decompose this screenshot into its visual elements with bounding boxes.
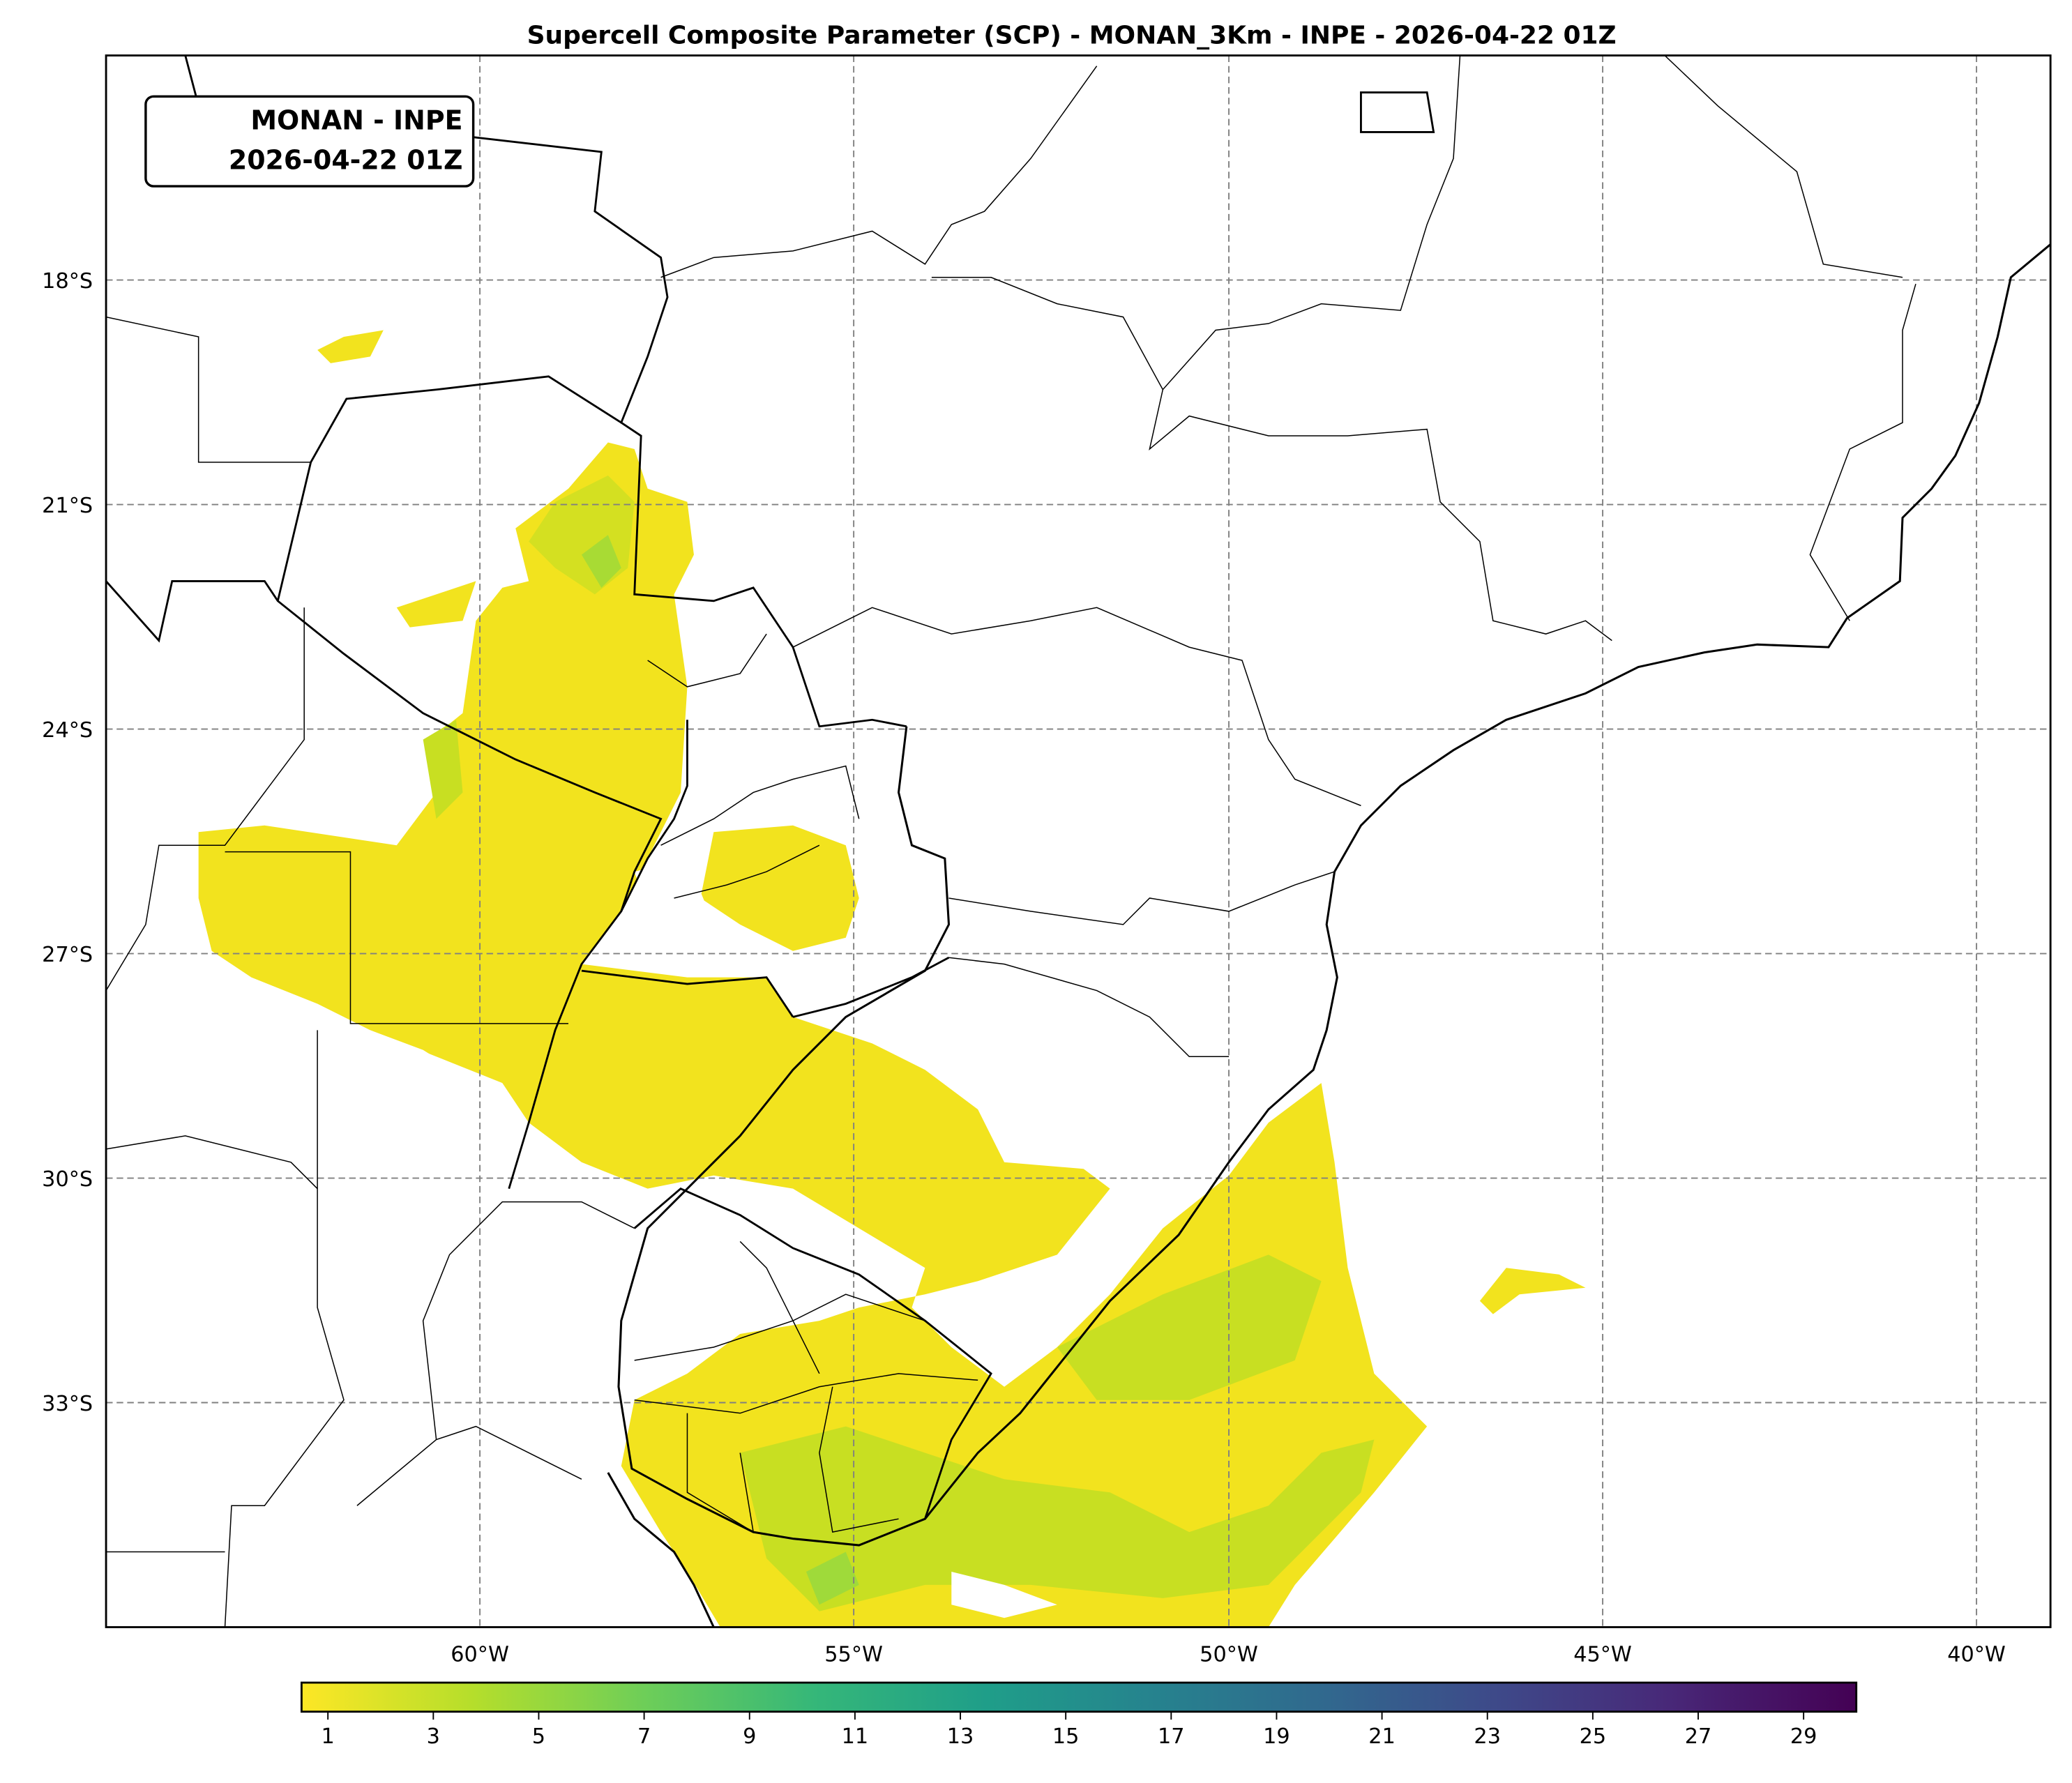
colorbar-tick-label: 11 xyxy=(842,1724,869,1749)
latitude-labels: 18°S 21°S 24°S 27°S 30°S 33°S xyxy=(42,269,93,1416)
coastline xyxy=(617,243,2051,1547)
coastline-argentina xyxy=(607,1472,715,1628)
chart-title: Supercell Composite Parameter (SCP) - MO… xyxy=(527,22,1617,50)
colorbar-tick-label: 19 xyxy=(1263,1724,1290,1749)
lat-label: 24°S xyxy=(42,718,93,743)
colorbar-tick-label: 3 xyxy=(427,1724,440,1749)
gridlines xyxy=(106,55,2051,1628)
longitude-labels: 60°W 55°W 50°W 45°W 40°W xyxy=(451,1643,2006,1667)
colorbar-tick-label: 9 xyxy=(743,1724,756,1749)
lon-label: 40°W xyxy=(1947,1643,2006,1667)
colorbar-tick-label: 15 xyxy=(1052,1724,1080,1749)
lon-label: 55°W xyxy=(824,1643,883,1667)
colorbar-tick-label: 1 xyxy=(322,1724,335,1749)
colorbar: 1 3 5 7 9 11 13 15 17 19 21 23 25 27 29 xyxy=(300,1681,1858,1749)
lon-label: 45°W xyxy=(1573,1643,1632,1667)
lat-label: 27°S xyxy=(42,943,93,967)
colorbar-ticks: 1 3 5 7 9 11 13 15 17 19 21 23 25 27 29 xyxy=(322,1711,1817,1749)
scp-field xyxy=(198,330,1586,1628)
state-borders xyxy=(106,55,1916,1628)
colorbar-tick-label: 23 xyxy=(1474,1724,1501,1749)
model-label-box: MONAN - INPE 2026-04-22 01Z xyxy=(144,95,475,188)
lat-label: 21°S xyxy=(42,494,93,518)
label-box-line1: MONAN - INPE xyxy=(250,105,462,136)
colorbar-tick-label: 5 xyxy=(532,1724,545,1749)
colorbar-gradient xyxy=(300,1681,1858,1713)
colorbar-tick-label: 7 xyxy=(637,1724,651,1749)
colorbar-tick-label: 29 xyxy=(1790,1724,1817,1749)
lon-label: 50°W xyxy=(1200,1643,1258,1667)
label-box-line2: 2026-04-22 01Z xyxy=(229,144,463,175)
lat-label: 30°S xyxy=(42,1167,93,1192)
colorbar-tick-label: 27 xyxy=(1685,1724,1712,1749)
colorbar-tick-label: 17 xyxy=(1158,1724,1185,1749)
plot-frame xyxy=(105,54,2052,1628)
map-area xyxy=(106,55,2051,1628)
colorbar-tick-label: 25 xyxy=(1580,1724,1607,1749)
colorbar-tick-label: 13 xyxy=(947,1724,974,1749)
lon-label: 60°W xyxy=(451,1643,509,1667)
colorbar-tick-label: 21 xyxy=(1368,1724,1396,1749)
lat-label: 33°S xyxy=(42,1392,93,1416)
national-borders xyxy=(106,55,1435,1519)
lat-label: 18°S xyxy=(42,269,93,294)
